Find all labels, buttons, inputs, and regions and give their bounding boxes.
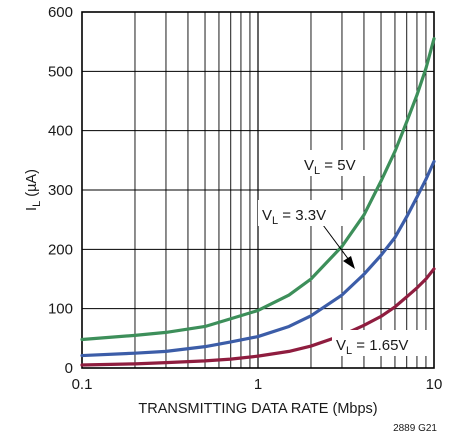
- y-tick-label: 300: [48, 182, 73, 199]
- y-tick-label: 0: [65, 360, 73, 377]
- series-label-3v3: VL = 3.3V: [262, 207, 326, 227]
- series-line-0: [80, 37, 436, 342]
- x-tick-label: 1: [254, 376, 262, 393]
- label-arrow-head: [343, 256, 355, 269]
- x-tick-label: 10: [426, 376, 443, 393]
- label-bg-5v: [300, 150, 380, 176]
- y-tick-label: 100: [48, 301, 73, 318]
- x-axis-title: TRANSMITTING DATA RATE (Mbps): [138, 401, 377, 417]
- series-label-1v65: VL = 1.65V: [336, 337, 408, 357]
- x-tick-labels: 0.1 1 10: [72, 376, 443, 393]
- y-tick-label: 400: [48, 123, 73, 140]
- series-line-1: [80, 159, 436, 358]
- y-tick-labels: 0 100 200 300 400 500 600: [48, 4, 73, 377]
- label-arrow-line: [322, 224, 350, 261]
- series-lines: [80, 37, 436, 367]
- label-bg-3v3: [258, 200, 344, 226]
- plot-frame: [81, 11, 435, 369]
- y-tick-label: 500: [48, 63, 73, 80]
- label-bg-1v65: [332, 330, 430, 356]
- figure-id: 2889 G21: [393, 423, 437, 434]
- series-line-2: [80, 267, 436, 367]
- y-axis-title: IL (µA): [24, 169, 43, 211]
- y-tick-label: 200: [48, 241, 73, 258]
- x-tick-label: 0.1: [72, 376, 93, 393]
- series-label-5v: VL = 5V: [304, 157, 356, 177]
- y-tick-label: 600: [48, 4, 73, 21]
